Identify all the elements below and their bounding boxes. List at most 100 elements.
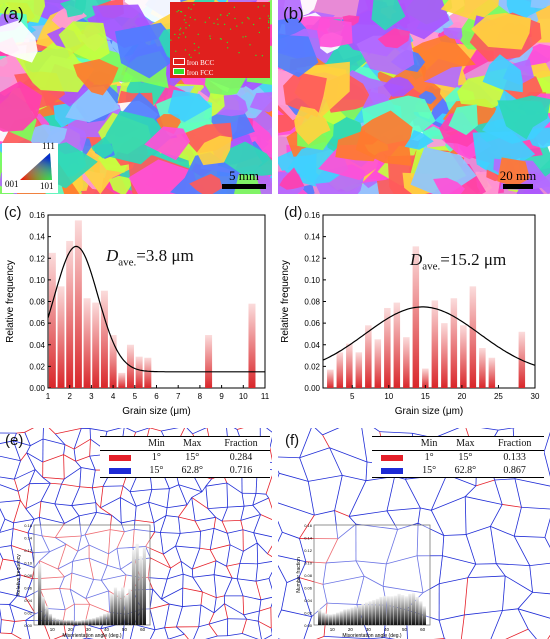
grain-boundary xyxy=(61,483,80,488)
fcc-speck xyxy=(241,22,243,24)
fcc-speck xyxy=(184,15,186,17)
grain-boundary xyxy=(163,545,176,555)
grain-boundary xyxy=(279,472,309,482)
bar xyxy=(103,613,107,625)
fcc-speck xyxy=(189,16,191,18)
bar xyxy=(361,603,365,625)
grain-boundary xyxy=(198,623,210,628)
y-tick-label: 0.12 xyxy=(304,254,320,263)
grain-boundary xyxy=(1,619,15,622)
y-tick-label: 0.16 xyxy=(29,211,45,220)
cell-max: 62.8° xyxy=(172,464,213,478)
fcc-speck xyxy=(263,5,265,7)
grain xyxy=(443,27,463,40)
grain-boundary xyxy=(517,608,529,630)
grain-boundary xyxy=(270,628,272,635)
grain-boundary xyxy=(422,583,440,594)
bar xyxy=(88,618,92,625)
grain-boundary xyxy=(167,573,184,580)
bar xyxy=(128,588,132,625)
grain-boundary xyxy=(53,634,66,639)
grain xyxy=(377,28,411,49)
grain-boundary xyxy=(505,628,529,639)
grain-boundary xyxy=(278,473,280,478)
fcc-speck xyxy=(188,54,190,56)
grain-boundary xyxy=(195,516,216,522)
grain-boundary xyxy=(42,477,65,480)
x-tick-label: 5 xyxy=(350,392,355,401)
grain-boundary xyxy=(221,506,229,522)
grain-boundary xyxy=(16,574,21,596)
grain-boundary xyxy=(65,543,79,552)
grain-boundary xyxy=(305,561,327,564)
fcc-speck xyxy=(188,24,190,27)
grain-boundary xyxy=(233,428,238,430)
grain-boundary xyxy=(132,529,135,548)
fcc-speck xyxy=(194,49,196,51)
y-tick-label: 0.08 xyxy=(24,573,33,578)
grain-boundary xyxy=(42,428,44,439)
grain-boundary xyxy=(48,428,56,435)
grain-boundary xyxy=(54,483,62,504)
grain-boundary xyxy=(0,518,6,533)
table-row: 1° 15° 0.133 xyxy=(372,451,544,465)
phase-map-inset: Iron BCC Iron FCC xyxy=(170,2,270,78)
grain-boundary xyxy=(281,609,312,618)
panel-label-c: (c) xyxy=(4,204,22,221)
grain-boundary xyxy=(164,626,177,629)
x-axis-label: Grain size (μm) xyxy=(395,406,464,417)
grain-boundary xyxy=(199,531,201,549)
fcc-speck xyxy=(208,17,211,19)
bar xyxy=(135,543,139,625)
grain-boundary xyxy=(39,560,59,570)
y-tick-label: 0.10 xyxy=(24,561,33,566)
fcc-speck xyxy=(180,11,183,13)
grain xyxy=(371,0,406,31)
grain-boundary xyxy=(355,560,365,577)
grain-boundary xyxy=(59,588,71,590)
grain-boundary xyxy=(27,532,43,537)
grain-boundary xyxy=(4,518,14,524)
grain-boundary xyxy=(40,500,55,505)
grain xyxy=(294,106,331,145)
grain-boundary xyxy=(132,546,146,548)
grain-boundary xyxy=(252,504,261,515)
grain-boundary xyxy=(64,444,75,450)
x-tick-label: 50 xyxy=(122,627,128,632)
grain-boundary xyxy=(242,595,262,601)
grain-boundary xyxy=(178,516,181,534)
grain-boundary xyxy=(226,482,229,508)
bar xyxy=(325,613,329,625)
grain-boundary xyxy=(205,482,227,487)
grain-boundary xyxy=(120,497,137,507)
grain-boundary xyxy=(226,563,240,567)
bar xyxy=(415,596,419,625)
grain-boundary xyxy=(265,428,272,433)
grain-boundary xyxy=(16,431,25,434)
bar xyxy=(403,337,410,388)
grain-boundary xyxy=(151,488,170,490)
grain-boundary xyxy=(9,595,18,605)
grain-boundary xyxy=(544,537,550,548)
bcc-label: Iron BCC xyxy=(186,59,215,67)
grain-boundary xyxy=(314,428,323,436)
grain-boundary xyxy=(180,530,201,534)
x-tick-label: 1 xyxy=(46,392,51,401)
grain-boundary xyxy=(100,565,108,581)
col-min: Min xyxy=(412,436,446,451)
grain-boundary xyxy=(34,516,40,520)
grain-boundary xyxy=(361,428,368,463)
grain-boundary xyxy=(13,479,19,492)
bar xyxy=(52,617,56,625)
grain-boundary xyxy=(161,428,179,432)
grain-boundary xyxy=(0,484,19,492)
grain-boundary xyxy=(430,510,445,536)
grain-boundary xyxy=(50,482,62,485)
y-axis-label: Relative frequency xyxy=(5,260,16,343)
grain-boundary xyxy=(322,428,340,436)
grain-boundary xyxy=(327,602,357,605)
grain-boundary xyxy=(496,563,530,567)
grain-boundary xyxy=(75,455,90,462)
grain-boundary xyxy=(149,603,170,610)
annotation-c-symbol: D xyxy=(106,246,119,265)
